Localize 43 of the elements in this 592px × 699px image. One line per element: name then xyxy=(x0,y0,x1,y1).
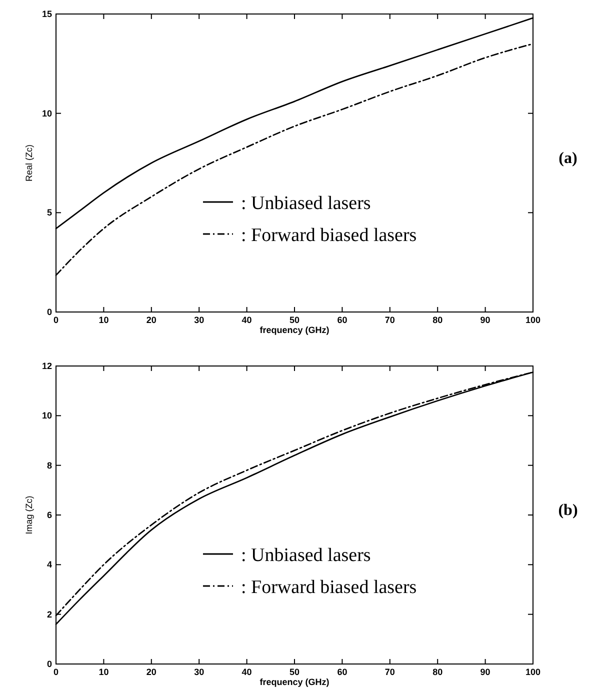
x-tick-label: 20 xyxy=(146,667,156,677)
y-tick-label: 10 xyxy=(42,410,52,421)
text: (b) xyxy=(558,502,578,519)
x-tick-label: 20 xyxy=(146,315,156,325)
y-axis-title: Real (Zc) xyxy=(24,144,34,182)
x-tick-label: 60 xyxy=(337,667,348,677)
y-tick-label: 12 xyxy=(42,361,52,371)
x-tick-label: 60 xyxy=(337,315,348,325)
x-tick-label: 90 xyxy=(480,315,490,325)
x-tick-label: 70 xyxy=(384,667,395,677)
x-tick-label: 30 xyxy=(194,667,204,677)
x-tick-label: 90 xyxy=(480,667,490,677)
legend-label: : Forward biased lasers xyxy=(241,225,417,246)
y-tick-label: 15 xyxy=(42,9,52,19)
legend-label: : Unbiased lasers xyxy=(241,193,371,214)
x-axis-title: frequency (GHz) xyxy=(260,325,330,335)
y-tick-label: 0 xyxy=(46,659,52,669)
x-tick-label: 30 xyxy=(194,315,204,325)
x-tick-label: 70 xyxy=(384,315,395,325)
y-tick-label: 5 xyxy=(46,208,52,218)
y-tick-label: 0 xyxy=(46,307,52,317)
y-tick-label: 8 xyxy=(46,460,52,470)
x-tick-label: 80 xyxy=(432,315,443,325)
y-tick-label: 4 xyxy=(46,560,52,570)
legend-label: : Unbiased lasers xyxy=(241,545,371,566)
x-tick-label: 50 xyxy=(289,315,300,325)
x-tick-label: 100 xyxy=(525,315,541,325)
y-tick-label: 10 xyxy=(42,108,52,118)
x-tick-label: 100 xyxy=(525,667,541,677)
x-tick-label: 40 xyxy=(242,315,252,325)
x-tick-label: 50 xyxy=(289,667,300,677)
x-tick-label: 10 xyxy=(98,667,109,677)
text: (a) xyxy=(558,150,578,167)
legend-label: : Forward biased lasers xyxy=(241,577,417,598)
x-tick-label: 40 xyxy=(242,667,252,677)
x-tick-label: 0 xyxy=(53,315,59,325)
y-axis-title: Imag (Zc) xyxy=(24,496,34,534)
x-tick-label: 0 xyxy=(53,667,59,677)
x-axis-title: frequency (GHz) xyxy=(260,677,330,687)
x-tick-label: 80 xyxy=(432,667,443,677)
y-tick-label: 6 xyxy=(46,510,52,520)
x-tick-label: 10 xyxy=(98,315,109,325)
y-tick-label: 2 xyxy=(46,609,52,620)
